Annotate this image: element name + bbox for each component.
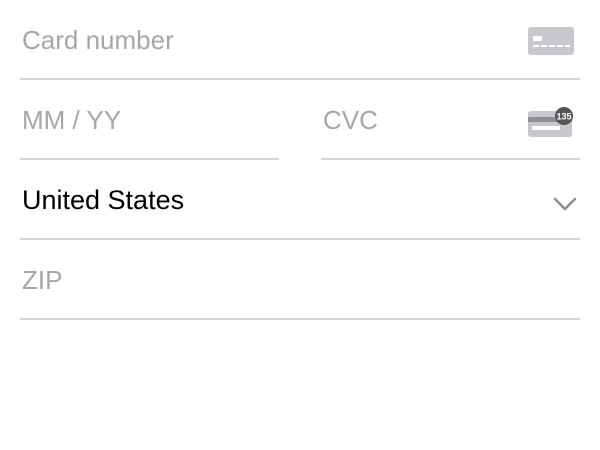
cvc-badge-text: 135 [556, 112, 571, 122]
zip-input[interactable] [22, 262, 502, 298]
expiry-field-container [20, 80, 279, 160]
cvc-card-icon: 135 [528, 107, 573, 137]
country-row[interactable]: United States [20, 160, 580, 240]
credit-card-icon [528, 27, 574, 55]
card-number-row [20, 0, 580, 80]
cvc-input[interactable] [323, 102, 523, 138]
chevron-down-icon[interactable] [552, 195, 578, 213]
zip-row [20, 240, 580, 320]
expiry-cvc-row [20, 80, 580, 160]
payment-form: 135 United States [20, 0, 580, 320]
expiry-input[interactable] [22, 102, 222, 138]
cvc-field-container [321, 80, 580, 160]
card-number-input[interactable] [22, 22, 502, 58]
country-select-value[interactable]: United States [22, 185, 185, 215]
